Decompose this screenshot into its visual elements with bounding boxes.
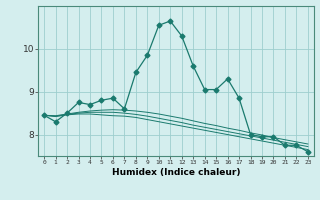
- X-axis label: Humidex (Indice chaleur): Humidex (Indice chaleur): [112, 168, 240, 177]
